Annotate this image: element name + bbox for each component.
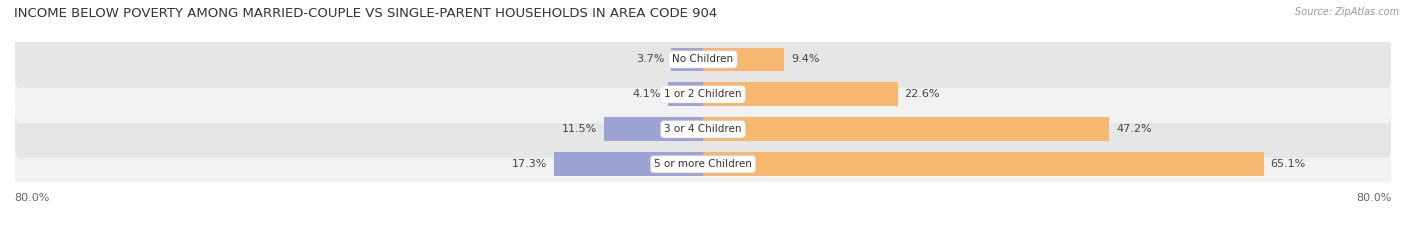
Text: 47.2%: 47.2%: [1116, 124, 1152, 134]
Bar: [703, 82, 897, 106]
Text: 22.6%: 22.6%: [904, 89, 941, 99]
Text: No Children: No Children: [672, 55, 734, 64]
Text: Source: ZipAtlas.com: Source: ZipAtlas.com: [1295, 7, 1399, 17]
Bar: [668, 82, 703, 106]
Text: 4.1%: 4.1%: [633, 89, 661, 99]
Bar: [703, 117, 1109, 141]
Text: 3.7%: 3.7%: [636, 55, 664, 64]
Text: 80.0%: 80.0%: [1357, 193, 1392, 203]
FancyBboxPatch shape: [15, 31, 1391, 88]
Bar: [671, 48, 703, 71]
FancyBboxPatch shape: [15, 136, 1391, 193]
FancyBboxPatch shape: [15, 101, 1391, 158]
Bar: [554, 152, 703, 176]
Bar: [703, 152, 1264, 176]
Text: 5 or more Children: 5 or more Children: [654, 159, 752, 169]
Text: 9.4%: 9.4%: [790, 55, 820, 64]
Text: 65.1%: 65.1%: [1271, 159, 1306, 169]
Text: INCOME BELOW POVERTY AMONG MARRIED-COUPLE VS SINGLE-PARENT HOUSEHOLDS IN AREA CO: INCOME BELOW POVERTY AMONG MARRIED-COUPL…: [14, 7, 717, 20]
FancyBboxPatch shape: [15, 66, 1391, 123]
Bar: [703, 48, 785, 71]
Bar: [605, 117, 703, 141]
Text: 3 or 4 Children: 3 or 4 Children: [664, 124, 742, 134]
Text: 1 or 2 Children: 1 or 2 Children: [664, 89, 742, 99]
Text: 11.5%: 11.5%: [562, 124, 598, 134]
Text: 80.0%: 80.0%: [14, 193, 49, 203]
Text: 17.3%: 17.3%: [512, 159, 547, 169]
